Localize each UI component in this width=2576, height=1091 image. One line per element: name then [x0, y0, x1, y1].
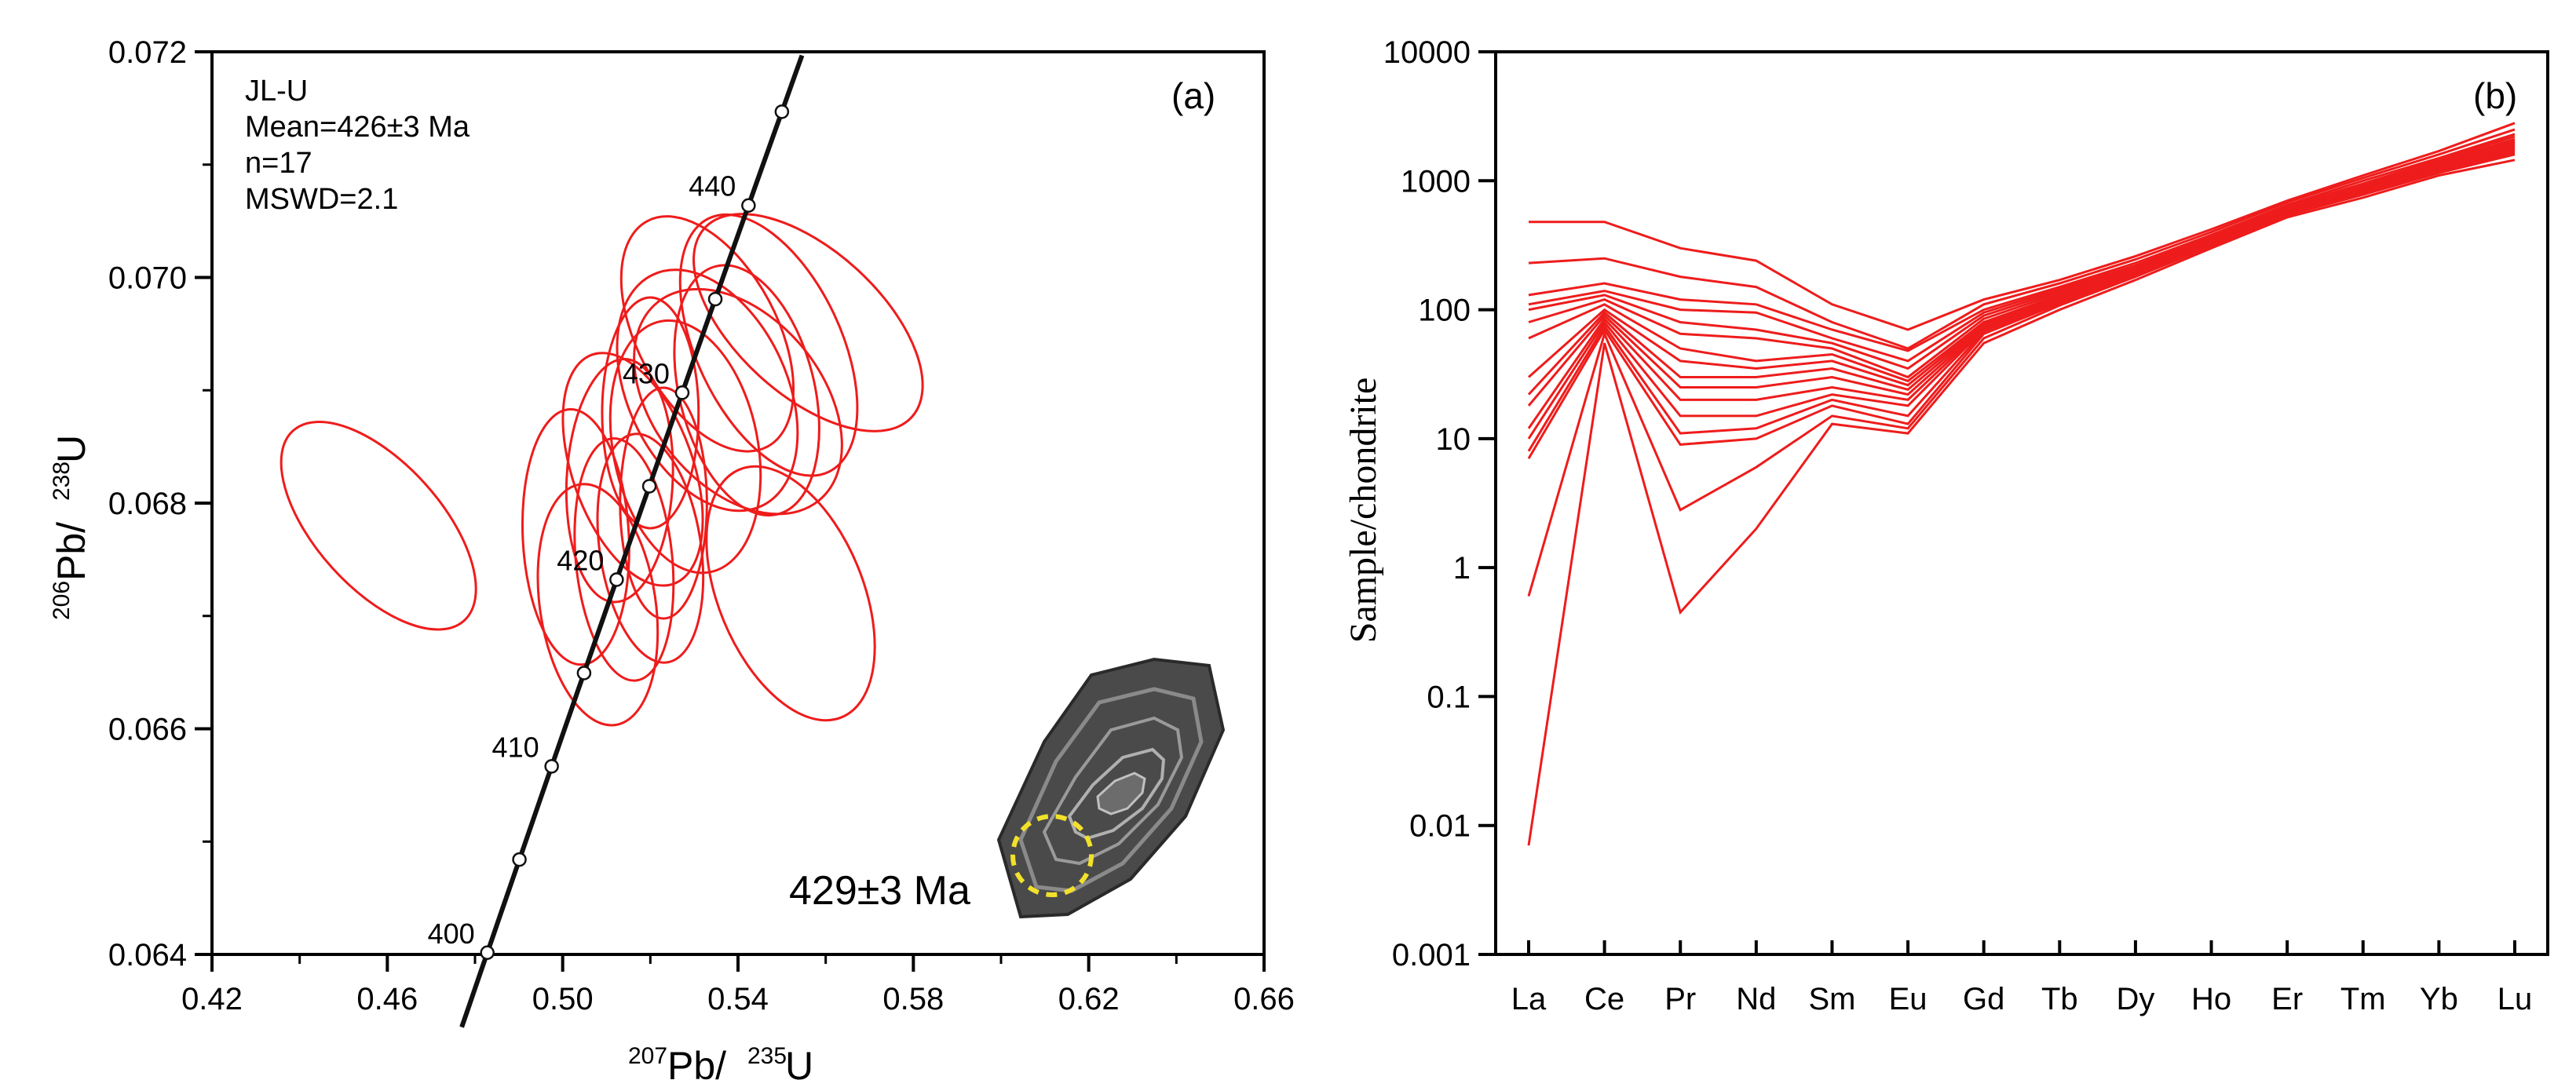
y-tick-label-b-4: 10	[1436, 422, 1471, 457]
panel-a-ellipses	[280, 213, 924, 727]
panel-b-ticks: La Ce Pr Nd Sm Eu Gd Tb Dy Ho Er Tm Yb Lu 0.001 0.01 0.1…	[1383, 35, 2532, 1016]
error-ellipse-15	[619, 386, 708, 620]
x-tick-label-b-Ce: Ce	[1584, 982, 1624, 1016]
panel-b-ree-pattern: La Ce Pr Nd Sm Eu Gd Tb Dy Ho Er Tm Yb Lu 0.001 0.01 0.1…	[1343, 35, 2549, 1016]
y-tick-label-a-3: 0.070	[108, 261, 187, 296]
concordia-age-marker-410	[544, 759, 559, 774]
x-tick-label-a-0: 0.42	[181, 982, 243, 1016]
x-tick-label-b-Ho: Ho	[2191, 982, 2231, 1016]
ree-series-s15	[1527, 153, 2516, 597]
x-tick-label-b-Nd: Nd	[1736, 982, 1776, 1016]
svg-text:238: 238	[49, 462, 75, 501]
error-ellipse-9	[616, 268, 799, 513]
panel-a-y-axis-title: 206 Pb/ 238 U	[49, 435, 93, 620]
y-tick-label-b-3: 1	[1453, 551, 1471, 586]
svg-text:235: 235	[747, 1043, 787, 1069]
x-tick-label-b-Lu: Lu	[2497, 982, 2533, 1016]
concordia-age-marker-425	[641, 479, 657, 494]
info-line-3: n=17	[245, 147, 312, 180]
panel-b-frame	[1494, 50, 2549, 956]
panel-a-label: (a)	[1171, 75, 1215, 116]
ree-series-s1	[1529, 122, 2516, 331]
error-ellipse-16	[573, 437, 675, 682]
concordia-age-marker-415	[576, 666, 592, 681]
x-tick-label-a-2: 0.50	[532, 982, 594, 1016]
info-line-1: JL-U	[245, 75, 308, 108]
concordia-label-430: 430	[623, 357, 670, 389]
x-tick-label-a-5: 0.62	[1058, 982, 1120, 1016]
y-tick-label-b-1: 0.01	[1409, 809, 1471, 844]
error-ellipse-13	[692, 213, 924, 432]
x-tick-label-a-6: 0.66	[1233, 982, 1295, 1016]
x-tick-label-b-La: La	[1511, 982, 1547, 1016]
panel-b-label: (b)	[2473, 75, 2517, 116]
concordia-label-410: 410	[492, 731, 539, 763]
concordia-age-marker-435	[707, 291, 723, 307]
error-ellipse-10	[633, 287, 843, 516]
concordia-age-marker-440	[741, 198, 756, 213]
x-tick-label-a-4: 0.58	[882, 982, 944, 1016]
x-tick-label-b-Yb: Yb	[2420, 982, 2458, 1016]
panel-a-concordia-curve: 400 410 420 430 440	[428, 54, 805, 1028]
svg-text:Pb/: Pb/	[49, 522, 93, 581]
ree-series-s3	[1528, 133, 2516, 352]
error-ellipse-3	[521, 408, 630, 666]
x-tick-label-b-Dy: Dy	[2116, 982, 2154, 1016]
y-tick-label-b-0: 0.001	[1392, 938, 1471, 972]
panel-b-y-axis-title: Sample/chondrite	[1343, 378, 1384, 644]
y-tick-label-a-1: 0.066	[108, 713, 187, 747]
info-line-4: MSWD=2.1	[245, 183, 398, 216]
error-ellipse-17	[705, 465, 876, 722]
x-tick-label-b-Tb: Tb	[2041, 982, 2078, 1016]
ree-series-s2	[1528, 128, 2516, 350]
concordia-age-marker-430	[674, 385, 690, 400]
ree-series-s16	[1527, 159, 2516, 846]
svg-text:Pb/: Pb/	[667, 1044, 726, 1088]
info-line-2: Mean=426±3 Ma	[245, 111, 470, 144]
x-tick-label-b-Er: Er	[2271, 982, 2303, 1016]
analysis-spot-circle	[1010, 814, 1094, 897]
y-tick-label-b-5: 100	[1418, 294, 1471, 328]
panel-a-x-axis-title: 207 Pb/ 235 U	[628, 1043, 813, 1088]
y-tick-label-a-4: 0.072	[108, 35, 187, 70]
concordia-age-marker-405	[512, 852, 527, 867]
x-tick-label-b-Gd: Gd	[1963, 982, 2004, 1016]
y-tick-label-a-2: 0.068	[108, 487, 187, 521]
error-ellipse-7	[596, 432, 705, 664]
x-tick-label-b-Sm: Sm	[1808, 982, 1855, 1016]
concordia-label-440: 440	[689, 170, 736, 203]
concordia-age-marker-445	[774, 104, 790, 119]
ree-series-s4	[1528, 135, 2516, 363]
error-ellipse-6	[601, 296, 700, 530]
x-tick-label-a-3: 0.54	[707, 982, 769, 1016]
svg-text:206: 206	[49, 581, 75, 620]
x-tick-label-b-Eu: Eu	[1889, 982, 1927, 1016]
panel-b-series	[1527, 122, 2516, 846]
concordia-age-marker-420	[609, 572, 624, 587]
concordia-label-420: 420	[557, 544, 604, 576]
concordia-label-400: 400	[428, 918, 475, 950]
zircon-cl-image	[996, 657, 1226, 919]
svg-text:207: 207	[628, 1043, 667, 1069]
x-tick-label-b-Tm: Tm	[2340, 982, 2386, 1016]
panel-a-concordia: 400 410 420 430 440 0.42 0.46 0.50 0.54 0.58 0.62…	[49, 35, 1295, 1088]
svg-text:U: U	[49, 435, 93, 463]
ree-series-s14	[1527, 151, 2516, 460]
panel-a-ticks: 0.42 0.46 0.50 0.54 0.58 0.62 0.66 0.064 0.066 0.…	[108, 35, 1295, 1016]
y-tick-label-b-7: 10000	[1383, 35, 1471, 70]
y-tick-label-b-6: 1000	[1401, 164, 1471, 199]
y-tick-label-b-2: 0.1	[1427, 680, 1471, 714]
x-tick-label-b-Pr: Pr	[1664, 982, 1696, 1016]
error-ellipse-14	[673, 264, 820, 517]
x-tick-label-a-1: 0.46	[356, 982, 418, 1016]
error-ellipse-1	[280, 421, 477, 631]
svg-text:U: U	[785, 1044, 813, 1088]
concordia-age-marker-400	[480, 945, 495, 961]
age-annotation: 429±3 Ma	[789, 868, 970, 914]
y-tick-label-a-0: 0.064	[108, 938, 187, 972]
error-ellipse-11	[619, 215, 795, 453]
error-ellipse-5	[565, 358, 674, 604]
error-ellipse-12	[678, 213, 859, 477]
